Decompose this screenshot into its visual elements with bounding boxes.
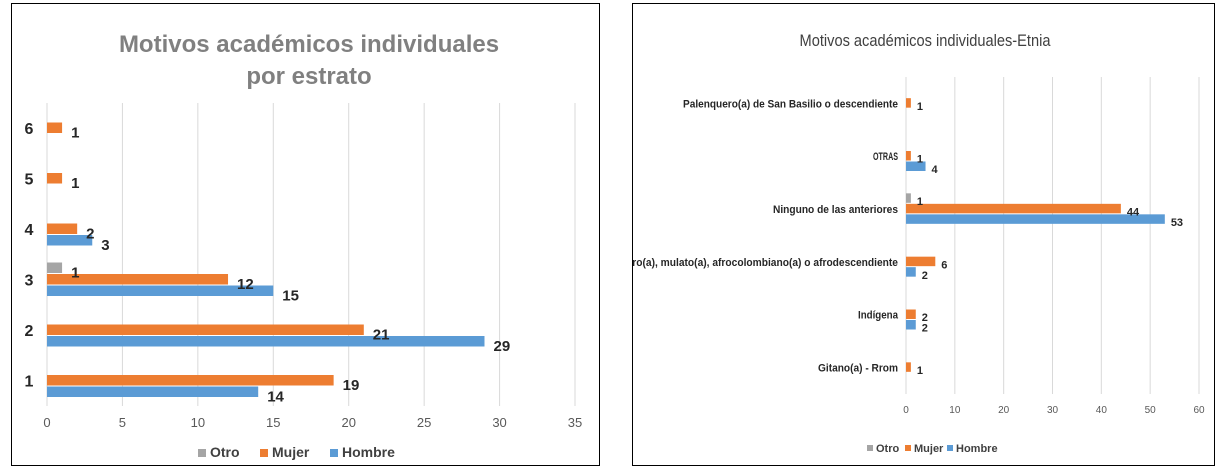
data-label-mujer: 6 (941, 259, 947, 271)
x-tick-label: 50 (1145, 405, 1157, 416)
data-label-mujer: 19 (343, 377, 360, 394)
legend: Otro Mujer Hombre (867, 443, 998, 455)
data-label-hombre: 53 (1171, 217, 1183, 229)
legend-label-hombre: Hombre (342, 444, 395, 460)
bar-mujer (47, 375, 334, 386)
data-label-hombre: 2 (922, 323, 928, 335)
x-tick-label: 10 (191, 415, 205, 430)
bar-hombre (906, 320, 916, 330)
bar-mujer (906, 256, 936, 267)
x-tick-label: 10 (949, 405, 961, 416)
bar-mujer (906, 203, 1121, 214)
chart-etnia: Motivos académicos individuales-Etnia 1 2… (633, 32, 1205, 455)
legend-label-hombre: Hombre (956, 443, 998, 455)
category-label: 1 (25, 373, 34, 390)
bar-mujer (47, 223, 78, 234)
legend-label-mujer: Mujer (272, 444, 310, 460)
legend-swatch-otro (867, 445, 873, 451)
data-label-mujer: 12 (237, 276, 254, 293)
bar-hombre (906, 267, 916, 277)
bar-hombre (906, 214, 1165, 224)
category-label: Gitano(a) - Rrom (818, 362, 898, 374)
category-label: Indígena (858, 310, 899, 322)
bar-otro (47, 262, 63, 273)
bar-hombre (47, 336, 485, 347)
bar-hombre (47, 386, 259, 397)
x-tick-label: 0 (903, 405, 909, 416)
x-tick-label: 0 (43, 415, 50, 430)
chart-estrato: Motivos académicos individuales por estr… (25, 31, 583, 460)
x-tick-label: 5 (119, 415, 126, 430)
data-label-mujer: 2 (922, 312, 928, 324)
legend: Otro Mujer Hombre (198, 444, 395, 460)
data-label-mujer: 1 (71, 175, 79, 192)
data-label-mujer: 21 (373, 326, 390, 343)
x-tick-label: 35 (568, 415, 582, 430)
bar-mujer (906, 151, 911, 161)
data-label-mujer: 1 (71, 124, 79, 141)
bar-hombre (906, 161, 926, 171)
x-tick-label: 20 (998, 405, 1010, 416)
data-label-hombre: 2 (922, 270, 928, 282)
bar-hombre (47, 235, 93, 246)
bar-mujer (906, 362, 911, 372)
x-tick-label: 60 (1193, 405, 1205, 416)
bar-mujer (47, 173, 63, 184)
category-label: 2 (25, 323, 34, 340)
category-label: Negro(a), mulato(a), afrocolombiano(a) o… (633, 257, 898, 269)
x-tick-label: 20 (341, 415, 355, 430)
bar-mujer (906, 98, 911, 108)
data-label-mujer: 44 (1127, 206, 1140, 218)
chart-title-line-2: por estrato (246, 63, 371, 90)
data-label-mujer: 2 (86, 225, 94, 242)
category-label: Palenquero(a) de San Basilio o descendie… (683, 98, 898, 110)
category-label: Ninguno de las anteriores (773, 204, 898, 216)
data-label-hombre: 15 (282, 287, 299, 304)
legend-swatch-hombre (947, 445, 953, 451)
data-label-hombre: 14 (267, 388, 284, 405)
data-label-otro: 1 (917, 196, 923, 208)
x-tick-label: 30 (1047, 405, 1059, 416)
category-label: 5 (25, 171, 34, 188)
data-label-mujer: 1 (917, 154, 923, 166)
bar-mujer (47, 274, 229, 285)
legend-swatch-mujer (905, 445, 911, 451)
x-tick-label: 25 (417, 415, 431, 430)
chart-panel-etnia: Motivos académicos individuales-Etnia 1 2… (632, 3, 1215, 466)
category-label: 4 (25, 222, 34, 239)
chart-title: Motivos académicos individuales-Etnia (800, 32, 1051, 50)
x-tick-label: 30 (492, 415, 506, 430)
data-label-mujer: 1 (917, 365, 923, 377)
bar-mujer (47, 324, 364, 335)
chart-panel-estrato: Motivos académicos individuales por estr… (11, 3, 600, 466)
legend-label-mujer: Mujer (914, 443, 944, 455)
data-label-hombre: 4 (932, 164, 939, 176)
legend-label-otro: Otro (210, 444, 240, 460)
category-label: 3 (25, 272, 34, 289)
data-label-otro: 1 (71, 264, 79, 281)
legend-swatch-hombre (330, 449, 338, 457)
bar-mujer (47, 122, 63, 133)
data-label-hombre: 3 (101, 237, 109, 254)
legend-label-otro: Otro (876, 443, 900, 455)
x-tick-label: 15 (266, 415, 280, 430)
bar-otro (906, 193, 911, 203)
legend-swatch-mujer (260, 449, 268, 457)
bar-mujer (906, 309, 916, 319)
bar-hombre (47, 285, 274, 296)
data-label-hombre: 29 (493, 338, 510, 355)
legend-swatch-otro (198, 449, 206, 457)
x-tick-label: 40 (1096, 405, 1108, 416)
data-label-mujer: 1 (917, 101, 923, 113)
category-label: OTRAS (873, 151, 898, 163)
chart-title-line-1: Motivos académicos individuales (119, 31, 499, 58)
category-label: 6 (25, 121, 34, 138)
